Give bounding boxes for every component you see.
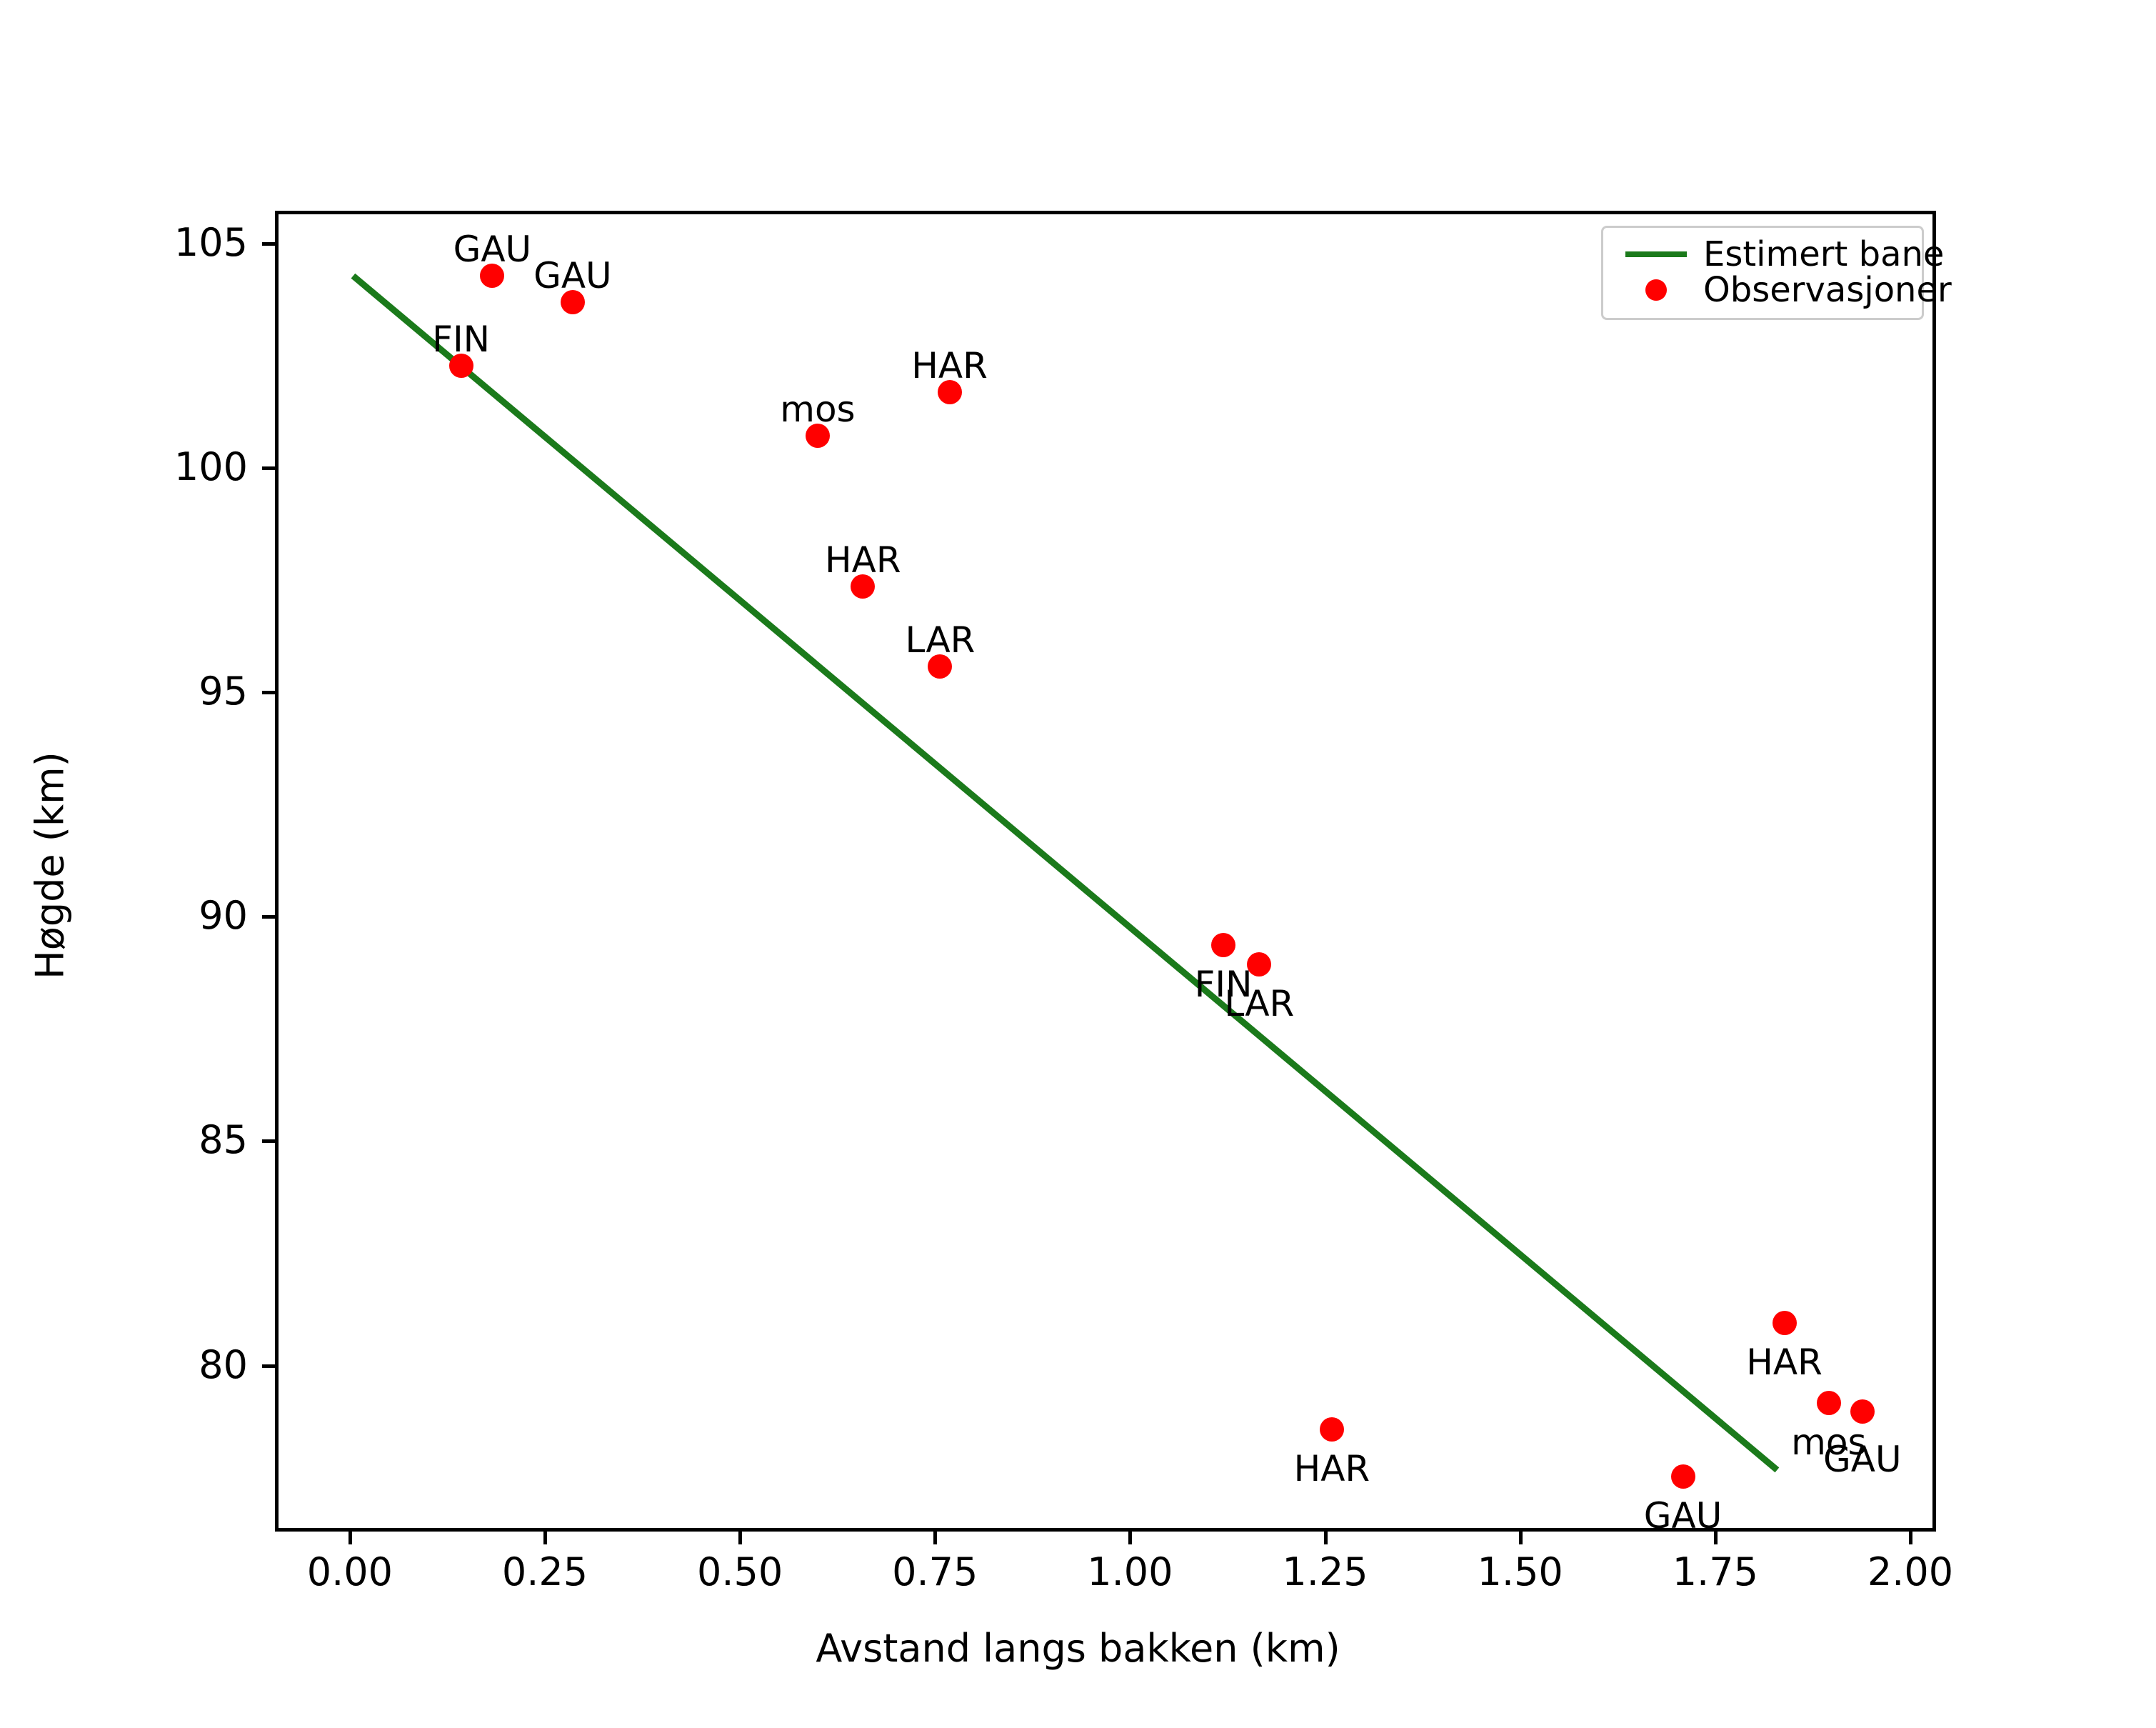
observation-point-label: LAR (905, 619, 976, 661)
observation-point-label: GAU (1823, 1439, 1902, 1481)
trajectory-line-layer (351, 273, 1780, 1473)
observation-point-label: GAU (533, 255, 612, 297)
observation-point[interactable] (937, 379, 962, 404)
x-tick-mark (1713, 1532, 1718, 1544)
x-tick-mark (1908, 1532, 1912, 1544)
y-tick-label: 95 (199, 669, 248, 714)
x-tick-label: 1.00 (1087, 1549, 1173, 1594)
x-tick-label: 1.25 (1282, 1549, 1368, 1594)
observation-point-label: HAR (825, 539, 901, 581)
x-tick-label: 0.75 (892, 1549, 978, 1594)
y-tick-mark (262, 691, 275, 695)
y-tick-label: 105 (174, 219, 248, 265)
y-tick-mark (262, 1139, 275, 1144)
legend: Estimert bane Observasjoner (1601, 226, 1952, 320)
observation-point[interactable] (1670, 1464, 1695, 1489)
observation-point[interactable] (1850, 1399, 1875, 1424)
observation-point-label: mos (780, 388, 856, 430)
x-axis-label: Avstand langs bakken (km) (816, 1626, 1340, 1671)
x-tick-mark (1323, 1532, 1328, 1544)
x-tick-label: 2.00 (1867, 1549, 1954, 1594)
observation-point[interactable] (1816, 1390, 1841, 1415)
x-tick-mark (348, 1532, 352, 1544)
observation-point[interactable] (1772, 1311, 1797, 1336)
y-tick-label: 90 (199, 893, 248, 939)
legend-line-swatch (1616, 251, 1696, 257)
x-tick-mark (543, 1532, 548, 1544)
legend-label-estimert-bane: Estimert bane (1703, 234, 1945, 274)
observation-point[interactable] (480, 264, 505, 289)
observation-point-label: HAR (1746, 1342, 1822, 1384)
observation-point-label: GAU (1643, 1494, 1723, 1537)
observation-point[interactable] (560, 290, 585, 315)
observation-point-label: HAR (911, 344, 988, 386)
y-tick-label: 85 (199, 1117, 248, 1163)
legend-label-observasjoner: Observasjoner (1703, 270, 1952, 310)
legend-item-line: Estimert bane (1616, 234, 1944, 274)
x-tick-label: 0.50 (697, 1549, 783, 1594)
plot-area: GAU GAU FIN HAR mos HAR LAR FIN LAR HAR mos GAU HAR G… (275, 211, 1936, 1537)
y-tick-mark (262, 241, 275, 246)
observation-point[interactable] (805, 423, 830, 448)
observation-point[interactable] (448, 353, 473, 378)
y-tick-mark (262, 1364, 275, 1368)
y-axis-label: Høgde (km) (27, 751, 73, 979)
x-tick-label: 0.00 (306, 1549, 393, 1594)
observation-point-label: FIN (432, 318, 491, 360)
observation-point[interactable] (851, 574, 876, 599)
observation-point[interactable] (1319, 1417, 1344, 1442)
observation-point[interactable] (928, 654, 953, 679)
x-tick-label: 1.75 (1672, 1549, 1758, 1594)
observation-point-label: mos (1791, 1421, 1867, 1463)
observation-point[interactable] (1211, 932, 1236, 957)
legend-item-points: Observasjoner (1616, 270, 1952, 310)
estimated-trajectory-line (351, 273, 1780, 1473)
x-tick-mark (1518, 1532, 1523, 1544)
observation-point[interactable] (1247, 952, 1272, 977)
y-tick-label: 80 (199, 1342, 248, 1387)
y-tick-label: 100 (174, 444, 248, 489)
x-tick-mark (1128, 1532, 1133, 1544)
y-tick-mark (262, 915, 275, 919)
observation-point-label: HAR (1293, 1448, 1370, 1490)
x-tick-label: 0.25 (501, 1549, 588, 1594)
observation-point-label: GAU (453, 229, 532, 271)
observation-point-label: FIN (1194, 963, 1253, 1005)
y-tick-mark (262, 466, 275, 470)
x-tick-mark (933, 1532, 938, 1544)
legend-dot-swatch (1616, 279, 1696, 301)
x-tick-label: 1.50 (1477, 1549, 1563, 1594)
observation-point-label: LAR (1224, 982, 1295, 1024)
x-tick-mark (738, 1532, 743, 1544)
